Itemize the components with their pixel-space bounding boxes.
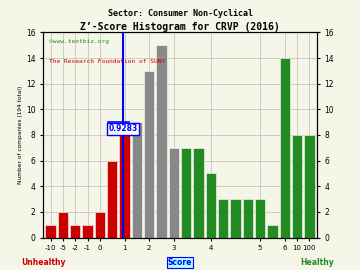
Bar <box>255 199 265 238</box>
Bar <box>292 135 302 238</box>
Title: Z’-Score Histogram for CRVP (2016): Z’-Score Histogram for CRVP (2016) <box>80 22 280 32</box>
Text: ©www.textbiz.org: ©www.textbiz.org <box>49 39 109 43</box>
Bar <box>181 148 192 238</box>
Text: Unhealthy: Unhealthy <box>21 258 66 267</box>
Text: 0.9283: 0.9283 <box>109 124 138 133</box>
Bar <box>243 199 253 238</box>
Bar <box>82 225 93 238</box>
Bar <box>168 148 179 238</box>
Y-axis label: Number of companies (194 total): Number of companies (194 total) <box>18 86 23 184</box>
Bar <box>304 135 315 238</box>
Bar <box>279 58 290 238</box>
Text: Score: Score <box>168 258 192 267</box>
Text: Healthy: Healthy <box>300 258 334 267</box>
Bar <box>95 212 105 238</box>
Bar <box>230 199 241 238</box>
Bar <box>206 173 216 238</box>
Bar <box>156 45 167 238</box>
Bar <box>267 225 278 238</box>
Bar <box>144 71 154 238</box>
Bar <box>58 212 68 238</box>
Bar <box>70 225 81 238</box>
Bar <box>132 122 142 238</box>
Bar <box>45 225 56 238</box>
Text: Sector: Consumer Non-Cyclical: Sector: Consumer Non-Cyclical <box>108 9 252 18</box>
Text: The Research Foundation of SUNY: The Research Foundation of SUNY <box>49 59 165 64</box>
Bar <box>107 161 117 238</box>
Bar <box>193 148 204 238</box>
Bar <box>119 122 130 238</box>
Bar <box>218 199 228 238</box>
